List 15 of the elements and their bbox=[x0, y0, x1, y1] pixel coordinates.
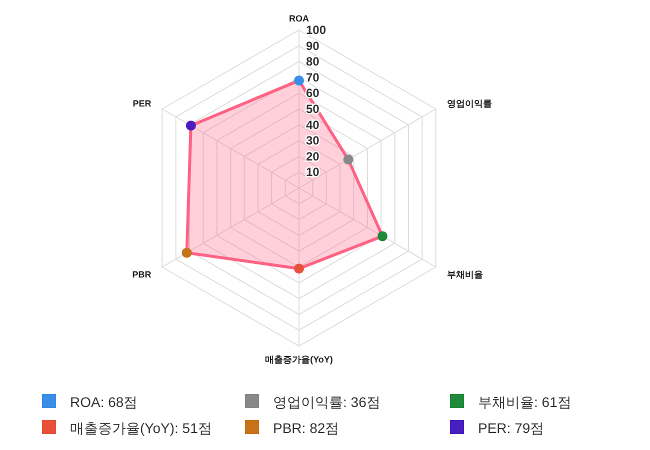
spoke-label: 매출증가율(YoY) bbox=[265, 354, 333, 365]
y-tick-label: 70 bbox=[306, 70, 320, 84]
spoke-label: 영업이익률 bbox=[446, 98, 492, 109]
spoke-label: PER bbox=[132, 98, 152, 109]
y-tick-label: 50 bbox=[306, 102, 320, 116]
y-tick-label: 30 bbox=[306, 134, 320, 148]
y-tick-label: 90 bbox=[306, 38, 320, 53]
y-tick-label: 80 bbox=[306, 54, 320, 69]
spoke-label: 부채비율 bbox=[446, 269, 483, 280]
y-tick-label: 20 bbox=[306, 149, 320, 164]
y-tick-label: 40 bbox=[306, 118, 320, 132]
y-tick-label: 10 bbox=[306, 165, 320, 180]
y-tick-label: 100 bbox=[306, 23, 326, 37]
spoke-label: ROA bbox=[289, 13, 310, 24]
spoke-label: PBR bbox=[132, 269, 152, 280]
